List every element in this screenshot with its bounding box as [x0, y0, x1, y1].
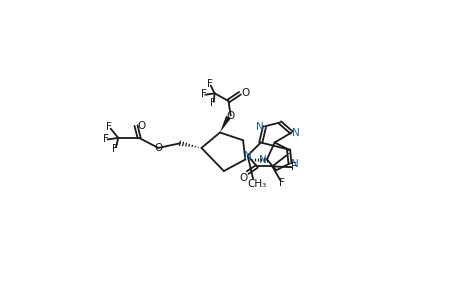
Text: F: F	[285, 150, 292, 160]
Text: O: O	[137, 121, 145, 130]
Text: F: F	[106, 122, 112, 132]
Text: F: F	[207, 79, 213, 89]
Text: O: O	[241, 88, 249, 98]
Text: F: F	[201, 89, 207, 99]
Text: CH₃: CH₃	[247, 179, 266, 189]
Text: N: N	[291, 159, 298, 169]
Text: F: F	[291, 162, 297, 172]
Text: F: F	[210, 98, 216, 108]
Text: N: N	[256, 122, 264, 132]
Text: O: O	[227, 111, 235, 121]
Text: F: F	[103, 134, 109, 144]
Text: F: F	[112, 144, 118, 154]
Text: O: O	[240, 173, 248, 183]
Text: O: O	[154, 143, 162, 153]
Text: N: N	[244, 151, 252, 161]
Text: N: N	[259, 155, 267, 165]
Polygon shape	[220, 116, 231, 132]
Text: N: N	[292, 128, 300, 138]
Text: F: F	[279, 177, 285, 188]
